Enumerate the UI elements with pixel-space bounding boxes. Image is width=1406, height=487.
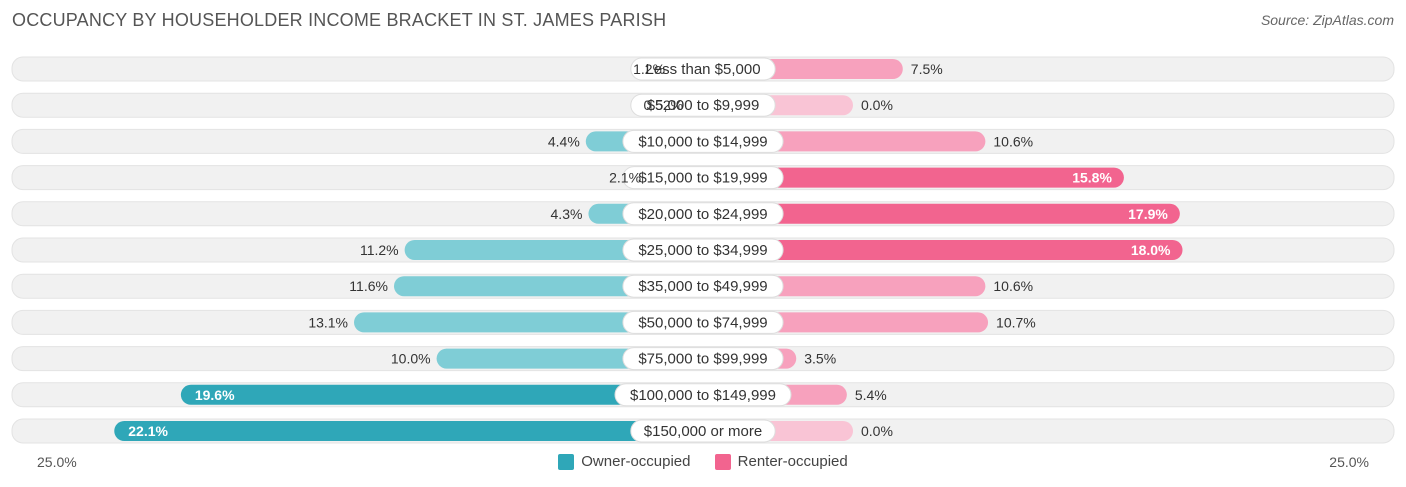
- category-pill: [614, 383, 792, 407]
- category-pill: [622, 310, 784, 334]
- category-label: $15,000 to $19,999: [638, 170, 767, 187]
- owner-value-label: 10.0%: [391, 351, 431, 367]
- owner-value-label: 11.2%: [360, 242, 399, 258]
- renter-value-label: 3.5%: [804, 351, 836, 367]
- category-label: Less than $5,000: [645, 61, 760, 78]
- category-pill: [622, 347, 784, 371]
- chart-title: OCCUPANCY BY HOUSEHOLDER INCOME BRACKET …: [12, 10, 667, 30]
- legend-label-renter: Renter-occupied: [737, 453, 848, 470]
- category-label: $5,000 to $9,999: [647, 97, 760, 114]
- legend-item-owner: Owner-occupied: [558, 453, 690, 470]
- renter-bar: [703, 240, 1183, 260]
- category-label: $20,000 to $24,999: [638, 206, 767, 223]
- renter-value-label: 15.8%: [1072, 170, 1112, 186]
- owner-value-label: 13.1%: [308, 314, 348, 330]
- owner-value-label: 2.1%: [609, 170, 641, 186]
- renter-value-label: 10.6%: [993, 133, 1033, 149]
- category-label: $25,000 to $34,999: [638, 242, 767, 259]
- renter-value-label: 10.6%: [993, 278, 1033, 294]
- category-pill: [630, 419, 776, 443]
- owner-value-label: 11.6%: [349, 278, 388, 294]
- owner-bar: [354, 312, 703, 333]
- owner-bar: [180, 384, 703, 405]
- owner-bar: [114, 421, 704, 441]
- legend-swatch-owner: [558, 453, 575, 470]
- renter-value-label: 17.9%: [1128, 206, 1168, 222]
- category-label: $75,000 to $99,999: [638, 351, 767, 368]
- owner-value-label: 4.3%: [551, 206, 583, 222]
- category-label: $100,000 to $149,999: [630, 387, 776, 404]
- legend-label-owner: Owner-occupied: [581, 453, 691, 470]
- legend: Owner-occupied Renter-occupied: [0, 453, 1406, 474]
- renter-value-label: 5.4%: [855, 387, 887, 403]
- category-pill: [622, 274, 784, 298]
- category-pill: [630, 93, 776, 117]
- category-label: $10,000 to $14,999: [638, 133, 767, 150]
- axis-label-right: 25.0%: [1329, 454, 1369, 470]
- owner-value-label: 1.2%: [633, 61, 665, 77]
- renter-bar: [703, 167, 1124, 188]
- renter-value-label: 7.5%: [911, 61, 943, 77]
- legend-item-renter: Renter-occupied: [714, 453, 848, 470]
- owner-value-label: 0.52%: [643, 97, 683, 113]
- owner-value-label: 22.1%: [128, 423, 168, 439]
- renter-value-label: 0.0%: [861, 423, 893, 439]
- category-pill: [622, 238, 784, 262]
- category-pill: [622, 129, 784, 153]
- category-label: $50,000 to $74,999: [638, 314, 767, 331]
- renter-bar: [703, 203, 1180, 224]
- legend-swatch-renter: [714, 453, 731, 470]
- category-label: $35,000 to $49,999: [638, 278, 767, 295]
- renter-value-label: 10.7%: [996, 314, 1036, 330]
- axis-label-left: 25.0%: [37, 454, 77, 470]
- owner-value-label: 4.4%: [548, 133, 580, 149]
- renter-value-label: 18.0%: [1131, 242, 1171, 258]
- category-pill: [622, 166, 784, 190]
- category-pill: [630, 57, 776, 81]
- category-pill: [622, 202, 784, 226]
- owner-value-label: 19.6%: [195, 387, 235, 403]
- renter-value-label: 0.0%: [861, 97, 893, 113]
- chart-source: Source: ZipAtlas.com: [1260, 12, 1394, 28]
- category-label: $150,000 or more: [644, 423, 762, 440]
